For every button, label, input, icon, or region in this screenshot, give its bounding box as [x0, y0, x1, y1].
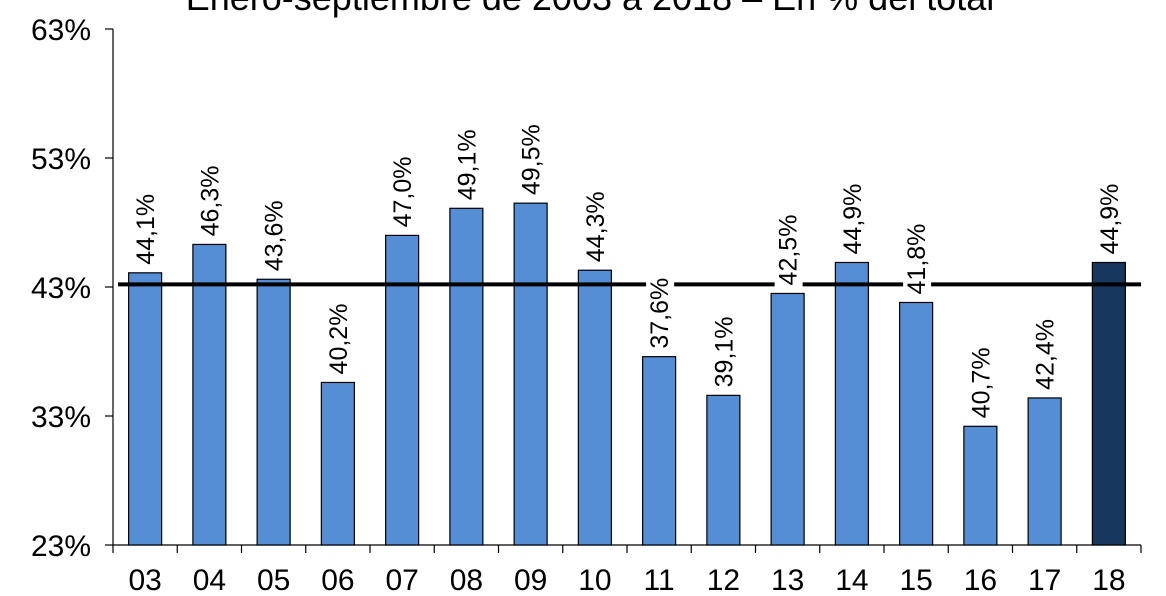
- x-tick-label: 13: [771, 564, 804, 596]
- bar-14: [834, 261, 869, 546]
- data-label-bg: [903, 221, 932, 297]
- x-axis: 03 04 05 06 07 08 09 10 11 12 13 14 15 16 17 18: [112, 544, 1142, 596]
- data-labels: 44,1% 46,3% 43,6% 40,2% 47,0% 49,1% 49,5% 44,3%…: [132, 122, 1124, 421]
- data-label: 41,8%: [903, 224, 931, 295]
- data-label-group: 49,5%: [517, 122, 546, 198]
- data-label-bg: [324, 301, 353, 377]
- bar-15: [899, 301, 934, 546]
- bar-03: [128, 272, 163, 546]
- y-tick-label: 33%: [31, 401, 91, 434]
- x-tick-label: 08: [450, 564, 483, 596]
- data-label-bg: [132, 191, 161, 267]
- data-label-group: 46,3%: [196, 163, 225, 239]
- data-label: 44,1%: [132, 194, 160, 265]
- chart-title: Enero-septiembre de 2003 a 2018 – En % d…: [186, 0, 995, 18]
- x-tick-label: 14: [835, 564, 868, 596]
- x-tick-label: 09: [514, 564, 547, 596]
- data-label: 49,1%: [453, 129, 481, 200]
- data-label-group: 49,1%: [453, 127, 482, 203]
- data-label-bg: [1095, 181, 1124, 257]
- bar-10: [577, 269, 612, 546]
- data-label-group: 44,9%: [838, 181, 867, 257]
- y-tick-label: 53%: [31, 143, 91, 176]
- x-tick-label: 03: [128, 564, 161, 596]
- bar-06: [320, 381, 355, 546]
- data-label-group: 43,6%: [260, 198, 289, 274]
- x-tick-label: 18: [1092, 564, 1125, 596]
- bar-05: [256, 278, 291, 546]
- bar-07: [385, 234, 420, 546]
- data-label-bg: [1031, 317, 1060, 392]
- data-label-bg: [710, 314, 739, 390]
- bar-04: [192, 243, 227, 546]
- data-label-bg: [453, 127, 482, 203]
- data-label-bg: [517, 122, 546, 198]
- bars: [118, 202, 1141, 546]
- y-tick-label: 63%: [31, 14, 91, 47]
- data-label: 44,9%: [1096, 184, 1124, 255]
- data-label-bg: [774, 212, 803, 288]
- data-label: 44,3%: [582, 191, 610, 262]
- data-label-group: 39,1%: [710, 314, 739, 390]
- data-label-group: 44,3%: [581, 189, 610, 265]
- data-label-bg: [260, 198, 289, 274]
- data-label-group: 41,8%: [903, 221, 932, 297]
- data-label-bg: [646, 275, 675, 351]
- x-tick-label: 05: [257, 564, 290, 596]
- bar-18: [1091, 261, 1126, 546]
- data-label-group: 37,6%: [646, 275, 675, 351]
- data-label: 40,2%: [325, 304, 353, 375]
- x-tick-label: 06: [321, 564, 354, 596]
- bar-16: [963, 425, 998, 546]
- data-label: 43,6%: [261, 200, 289, 271]
- x-tick-label: 17: [1028, 564, 1061, 596]
- data-label: 40,7%: [967, 347, 995, 418]
- data-label-group: 40,2%: [324, 301, 353, 377]
- bar-17: [1027, 397, 1062, 546]
- x-tick-label: 16: [964, 564, 997, 596]
- data-label-bg: [389, 154, 418, 230]
- data-label-group: 44,1%: [132, 191, 161, 267]
- data-label-group: 42,4%: [1031, 317, 1060, 392]
- data-label-bg: [967, 345, 996, 421]
- data-label-group: 40,7%: [967, 345, 996, 421]
- bar-11: [642, 356, 677, 546]
- data-label-group: 47,0%: [389, 154, 418, 230]
- data-label: 37,6%: [646, 278, 674, 349]
- bar-08: [449, 207, 484, 546]
- x-tick-label: 12: [707, 564, 740, 596]
- data-label: 49,5%: [518, 124, 546, 195]
- bar-09: [513, 202, 548, 546]
- data-label: 47,0%: [389, 157, 417, 228]
- x-tick-label: 07: [385, 564, 418, 596]
- y-tick-label: 43%: [31, 272, 91, 305]
- y-tick-label: 23%: [31, 530, 91, 563]
- data-label: 46,3%: [196, 166, 224, 237]
- data-label-bg: [581, 189, 610, 265]
- bar-12: [706, 394, 741, 546]
- data-label-bg: [838, 181, 867, 257]
- x-tick-label: 11: [644, 564, 675, 596]
- x-tick-label: 10: [578, 564, 611, 596]
- data-label: 44,9%: [839, 184, 867, 255]
- data-label: 42,5%: [775, 215, 803, 286]
- x-tick-label: 04: [193, 564, 226, 596]
- data-label-bg: [196, 163, 225, 239]
- bar-13: [770, 292, 805, 546]
- data-label: 42,4%: [1032, 319, 1060, 390]
- data-label-group: 44,9%: [1095, 181, 1124, 257]
- data-label: 39,1%: [710, 316, 738, 387]
- y-axis: 23% 33% 43% 53% 63%: [31, 14, 114, 563]
- x-tick-label: 15: [899, 564, 932, 596]
- data-label-group: 42,5%: [774, 212, 803, 288]
